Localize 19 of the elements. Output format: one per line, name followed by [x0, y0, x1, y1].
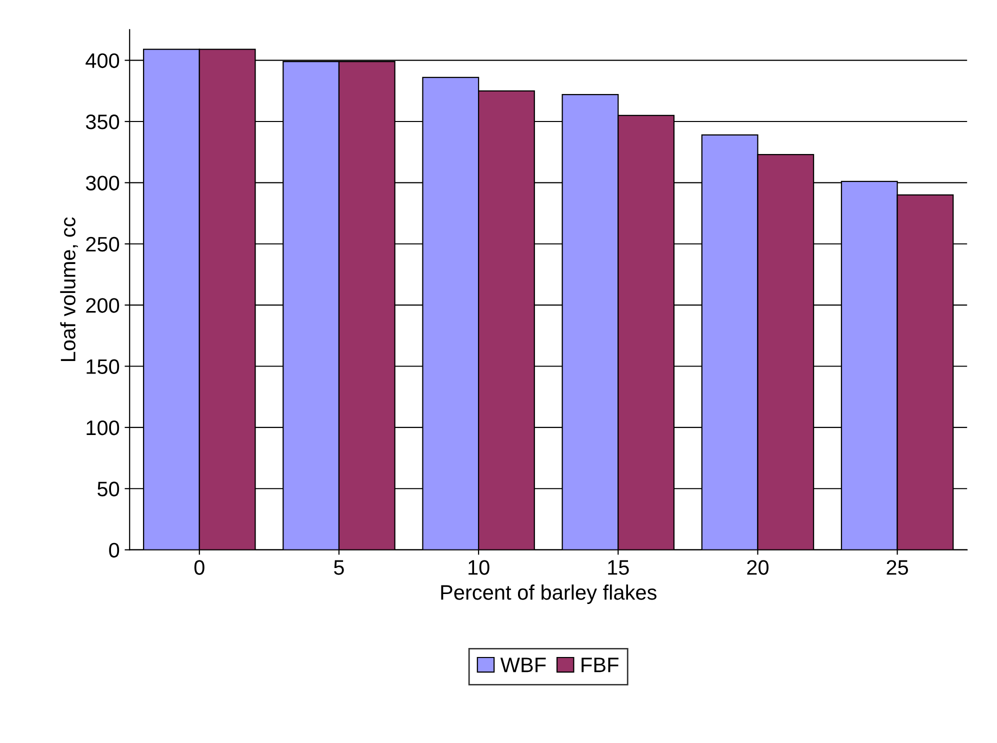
- x-axis-title: Percent of barley flakes: [441, 584, 656, 604]
- y-tick-label: 400: [86, 53, 120, 68]
- y-tick-label: 100: [86, 420, 120, 436]
- x-tick-label: 20: [747, 560, 768, 575]
- legend-label: FBF: [582, 658, 618, 672]
- x-tick-label: 15: [608, 560, 629, 575]
- y-tick-label: 300: [86, 176, 120, 190]
- y-tick-label: 0: [109, 542, 120, 558]
- x-tick-label: 25: [886, 560, 908, 575]
- x-tick-label: 0: [194, 560, 204, 575]
- y-tick-label: 150: [86, 359, 120, 374]
- y-axis-title: Loaf volume, cc: [60, 217, 78, 362]
- y-tick-label: 50: [98, 482, 120, 496]
- x-tick-label: 5: [334, 560, 344, 575]
- x-tick-label: 10: [468, 560, 490, 575]
- y-tick-label: 200: [86, 298, 120, 313]
- y-tick-label: 250: [86, 236, 120, 252]
- legend-label: WBF: [500, 658, 546, 672]
- y-tick-label: 350: [86, 114, 120, 130]
